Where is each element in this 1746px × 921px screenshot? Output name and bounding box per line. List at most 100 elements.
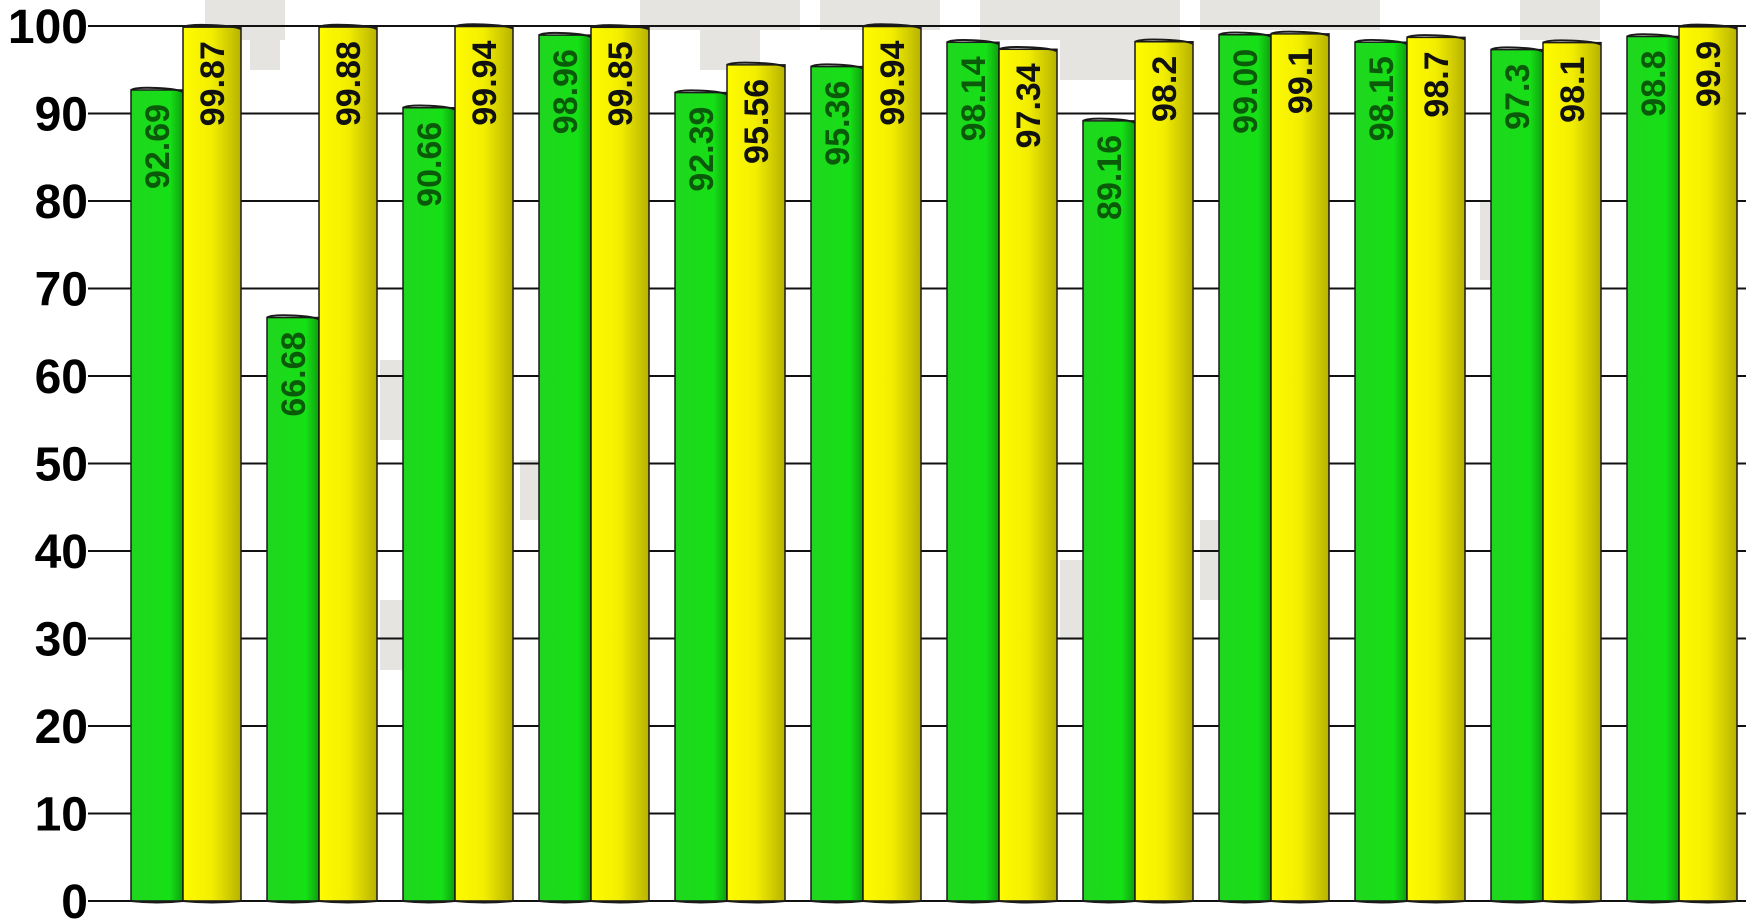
bar-bottom-cap [946, 900, 1000, 904]
bar-bottom-cap [266, 900, 320, 904]
data-label: 89.16 [1091, 135, 1129, 220]
bar-bottom-cap [454, 900, 514, 904]
y-tick-label: 100 [8, 1, 88, 54]
bar-top-cap [810, 63, 864, 70]
y-tick-label: 10 [35, 789, 88, 842]
data-label: 99.9 [1690, 41, 1728, 107]
watermark-block [250, 40, 280, 70]
bar-green [1082, 120, 1136, 902]
bar-yellow [1406, 36, 1466, 902]
data-label: 92.39 [683, 107, 721, 192]
data-label: 98.8 [1635, 51, 1673, 117]
bar-top-cap [1218, 31, 1272, 38]
data-label: 98.2 [1146, 56, 1184, 122]
bar-bottom-cap [182, 900, 242, 904]
bar-top-cap [1134, 38, 1194, 45]
bar-top-cap [1082, 117, 1136, 124]
bar-green [1626, 35, 1680, 902]
bar-yellow [590, 26, 650, 902]
y-tick-label: 60 [35, 351, 88, 404]
data-label: 98.1 [1554, 57, 1592, 123]
bar-yellow [1270, 33, 1330, 902]
bar-top-cap [1490, 46, 1544, 53]
bar-top-cap [590, 24, 650, 31]
bar-green [1490, 48, 1544, 902]
bar-top-cap [266, 314, 320, 321]
bar-green [402, 106, 456, 902]
bar-yellow [1542, 41, 1602, 902]
bar-yellow [318, 26, 378, 902]
bar-top-cap [998, 46, 1058, 53]
y-tick-label: 70 [35, 264, 88, 317]
bars [130, 23, 1738, 904]
bar-bottom-cap [1134, 900, 1194, 904]
data-label: 98.15 [1363, 56, 1401, 141]
watermark-block [980, 0, 1180, 40]
bar-top-cap [318, 23, 378, 30]
bar-bottom-cap [862, 900, 922, 904]
y-tick-label: 0 [61, 876, 88, 921]
bar-top-cap [1626, 33, 1680, 40]
data-label: 99.00 [1227, 49, 1265, 134]
data-label: 98.14 [955, 56, 993, 141]
bar-bottom-cap [674, 900, 728, 904]
bar-top-cap [1678, 23, 1738, 30]
bar-green [810, 65, 864, 902]
bar-yellow [998, 48, 1058, 902]
bar-green [1354, 41, 1408, 902]
data-label: 99.88 [330, 41, 368, 126]
bar-bottom-cap [130, 900, 184, 904]
bar-green [538, 34, 592, 902]
bar-bottom-cap [1626, 900, 1680, 904]
y-tick-label: 30 [35, 614, 88, 667]
bar-top-cap [182, 23, 242, 31]
bar-top-cap [130, 86, 184, 93]
y-tick-label: 90 [35, 89, 88, 142]
bar-top-cap [1270, 30, 1330, 37]
bar-yellow [182, 26, 242, 902]
data-label: 90.66 [411, 122, 449, 207]
data-label: 99.94 [466, 40, 504, 125]
bar-bottom-cap [1542, 900, 1602, 904]
bar-bottom-cap [590, 900, 650, 904]
bar-top-cap [946, 39, 1000, 46]
bar-yellow [454, 25, 514, 902]
bar-green [266, 316, 320, 902]
bar-green [1218, 34, 1272, 902]
bar-top-cap [726, 61, 786, 68]
data-label: 99.87 [194, 41, 232, 126]
data-label: 98.96 [547, 49, 585, 134]
y-axis-ticks: 0 10 20 30 40 50 60 70 80 90 100 [8, 1, 88, 921]
bar-bottom-cap [1270, 900, 1330, 904]
bar-bottom-cap [402, 900, 456, 904]
bar-bottom-cap [726, 900, 786, 904]
bar-bottom-cap [1218, 900, 1272, 904]
data-label: 99.85 [602, 41, 640, 126]
bar-green [130, 89, 184, 902]
bar-top-cap [1542, 39, 1602, 46]
bar-bottom-cap [538, 900, 592, 904]
bar-bottom-cap [1678, 900, 1738, 904]
bar-bottom-cap [1354, 900, 1408, 904]
data-label: 95.56 [738, 79, 776, 164]
data-label: 98.7 [1418, 51, 1456, 117]
bar-top-cap [454, 23, 514, 30]
bar-top-cap [862, 23, 922, 30]
bar-green [674, 91, 728, 902]
data-label: 92.69 [139, 104, 177, 189]
bar-yellow [1134, 41, 1194, 902]
data-label: 99.1 [1282, 48, 1320, 114]
bar-top-cap [538, 31, 592, 39]
bar-top-cap [674, 89, 728, 96]
bar-bottom-cap [810, 900, 864, 904]
bar-top-cap [1354, 38, 1408, 46]
data-label: 97.34 [1010, 63, 1048, 148]
bar-yellow [862, 25, 922, 902]
data-label: 95.36 [819, 81, 857, 166]
data-labels: 92.69 99.87 66.68 99.88 90.66 99.94 98.96 99.85… [139, 40, 1728, 416]
bar-bottom-cap [1082, 900, 1136, 904]
y-tick-label: 50 [35, 439, 88, 492]
data-label: 66.68 [275, 332, 313, 417]
y-tick-label: 40 [35, 526, 88, 579]
